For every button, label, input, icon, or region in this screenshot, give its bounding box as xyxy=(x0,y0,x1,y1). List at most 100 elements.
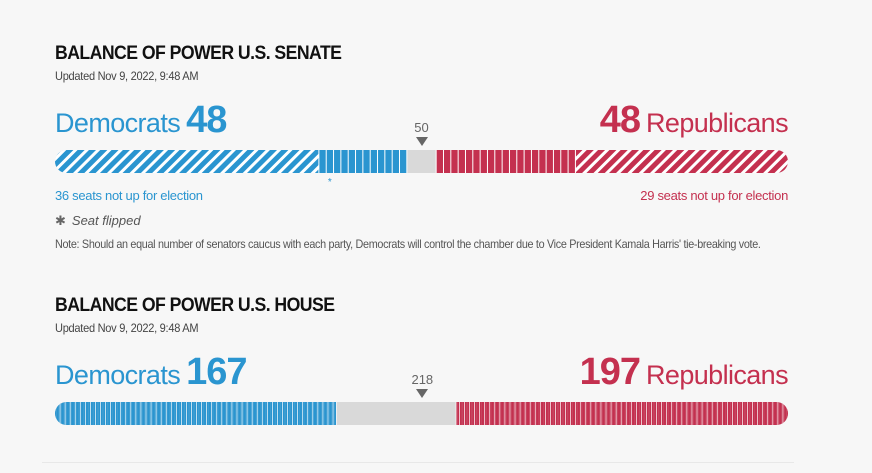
house-republican-seat xyxy=(700,402,703,425)
senate-seat-divider xyxy=(545,150,547,173)
house-democrat-seat xyxy=(183,402,185,425)
house-republican-seat xyxy=(776,402,778,425)
house-seat-divider xyxy=(211,402,213,425)
house-republican-seat xyxy=(496,402,499,425)
house-republican-seat xyxy=(759,402,762,425)
house-democrat-seat xyxy=(329,402,332,425)
house-seat-divider xyxy=(196,402,197,425)
senate-republican-seat xyxy=(509,150,517,173)
house-republican-seat xyxy=(732,402,735,425)
senate-seat-divider xyxy=(567,150,569,173)
house-democrat-seat xyxy=(218,402,221,425)
house-democrat-seat xyxy=(151,402,153,425)
house-republican-seat xyxy=(617,402,620,425)
house-seat-divider xyxy=(732,402,733,425)
senate-seat-divider xyxy=(362,150,364,173)
house-seat-divider xyxy=(737,402,738,425)
senate-seat-divider xyxy=(516,150,518,173)
house-republican-seat xyxy=(781,402,783,425)
senate-seat-divider xyxy=(399,150,401,173)
house-republican-seat xyxy=(764,402,767,425)
house-republican-seat xyxy=(729,402,731,425)
house-democrat-seat xyxy=(240,402,243,425)
house-seat-divider xyxy=(474,402,475,425)
house-democrat-seat xyxy=(167,402,170,425)
house-democrat-seat xyxy=(166,402,168,425)
house-democrat-seat xyxy=(309,402,312,425)
house-democrat-seat xyxy=(76,402,79,425)
house-democrat-seat xyxy=(68,402,71,425)
house-seat-divider xyxy=(455,402,457,425)
house-republican-seat xyxy=(639,402,642,425)
house-democrat-seat xyxy=(189,402,192,425)
house-republican-seat xyxy=(536,402,539,425)
house-republican-seat xyxy=(656,402,659,425)
house-democrat-seat xyxy=(324,402,327,425)
senate-democrats-not-up-note: 36 seats not up for election xyxy=(55,188,203,203)
house-republican-seat xyxy=(474,402,477,425)
house-seat-divider xyxy=(489,402,491,425)
house-democrat-seat xyxy=(247,402,249,425)
senate-democrats-count: 48 xyxy=(186,99,227,141)
house-democrat-seat xyxy=(186,402,189,425)
house-democrat-seat xyxy=(75,402,77,425)
house-seat-divider xyxy=(459,402,460,425)
senate-republican-seat xyxy=(546,150,554,173)
house-seat-divider xyxy=(747,402,748,425)
house-republican-seat xyxy=(489,402,492,425)
house-republican-seat xyxy=(722,402,724,425)
senate-republican-seat xyxy=(502,150,510,173)
house-democrat-seat xyxy=(61,402,64,425)
house-democrat-seat xyxy=(306,402,308,425)
house-republican-seat xyxy=(582,402,585,425)
house-democrats-header: Democrats 167 xyxy=(55,351,248,394)
senate-democrat-seat xyxy=(362,150,371,173)
house-democrat-seat xyxy=(280,402,283,425)
house-seat-divider xyxy=(504,402,506,425)
house-democrat-seat xyxy=(289,402,291,425)
house-seat-divider xyxy=(575,402,577,425)
house-republican-seat xyxy=(641,402,644,425)
house-democrat-seat xyxy=(196,402,199,425)
house-democrat-seat xyxy=(304,402,307,425)
house-democrat-seat xyxy=(262,402,264,425)
senate-seat-divider xyxy=(574,150,576,173)
house-republican-seat xyxy=(777,402,780,425)
house-republican-seat xyxy=(477,402,480,425)
house-republican-seat xyxy=(755,402,758,425)
house-democrat-seat xyxy=(216,402,219,425)
house-seat-divider xyxy=(206,402,208,425)
house-democrat-seat xyxy=(282,402,285,425)
house-democrat-seat xyxy=(248,402,251,425)
house-seat-divider xyxy=(69,402,71,425)
house-republican-seat xyxy=(602,402,605,425)
house-republican-seat xyxy=(688,402,691,425)
house-democrat-seat xyxy=(307,402,310,425)
house-seat-divider xyxy=(140,402,142,425)
house-republican-seat xyxy=(503,402,505,425)
house-republican-seat xyxy=(494,402,497,425)
house-democrat-seat xyxy=(208,402,211,425)
house-democrat-seat xyxy=(265,402,268,425)
house-republican-seat xyxy=(616,402,618,425)
house-seat-divider xyxy=(519,402,521,425)
house-republican-seat xyxy=(723,402,726,425)
house-democrat-seat xyxy=(284,402,286,425)
house-republican-seat xyxy=(622,402,625,425)
house-republican-seat xyxy=(661,402,664,425)
house-democrat-seat xyxy=(137,402,140,425)
house-democrat-seat xyxy=(233,402,236,425)
house-republican-seat xyxy=(702,402,704,425)
house-seat-divider xyxy=(701,402,703,425)
house-republican-seat xyxy=(626,402,628,425)
senate-republicans-header: 48 Republicans xyxy=(600,99,789,142)
house-seat-divider xyxy=(155,402,157,425)
senate-democrats-not-up-segment xyxy=(55,150,319,173)
senate-republican-seat xyxy=(487,150,495,173)
house-republican-seat xyxy=(654,402,657,425)
house-republican-seat xyxy=(658,402,660,425)
house-democrat-seat xyxy=(274,402,276,425)
house-democrat-seat xyxy=(272,402,275,425)
house-democrat-seat xyxy=(81,402,84,425)
house-democrat-seat xyxy=(83,402,86,425)
